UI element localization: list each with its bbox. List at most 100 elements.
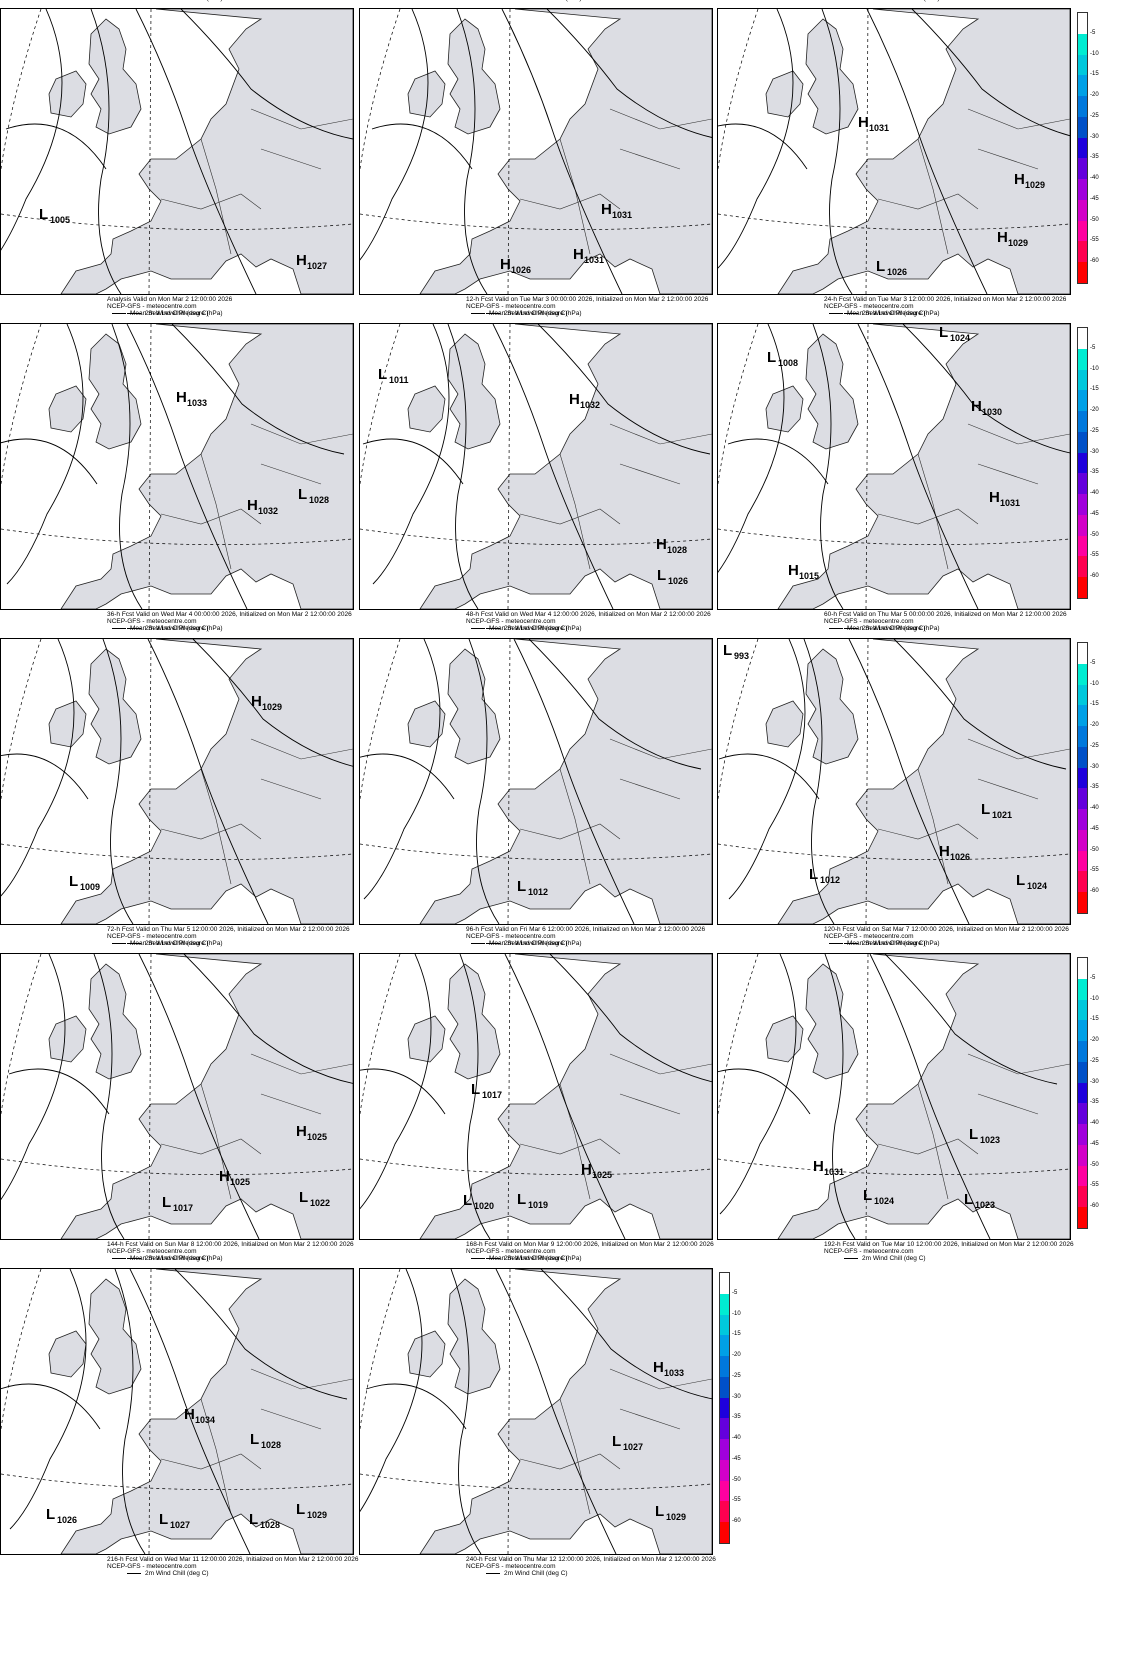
forecast-panel: Mean Sea Level Pressure (hPa) H 1033 L 1027 L… xyxy=(359,1255,741,1594)
panel-caption: 24-h Fcst Valid on Tue Mar 3 12:00:00 20… xyxy=(824,296,1066,317)
continent-land xyxy=(60,9,353,294)
country-borders xyxy=(519,1368,712,1515)
pressure-value: 1012 xyxy=(528,887,548,897)
high-pressure-label: H xyxy=(581,1161,592,1178)
low-pressure-label: L xyxy=(517,878,526,895)
weather-map: L 1012 xyxy=(359,638,713,925)
colorbar-tick: -25 xyxy=(1090,1057,1099,1064)
isobar-line xyxy=(857,324,979,609)
continent-land xyxy=(419,954,712,1239)
map-svg: L 1012 xyxy=(360,639,712,924)
legend-mslp: Mean Sea Level Pressure (hPa) xyxy=(112,625,223,632)
isobar-line xyxy=(468,639,500,924)
isobar-line xyxy=(501,9,623,294)
colorbar-swatch xyxy=(720,1501,729,1523)
low-pressure-label: L xyxy=(39,206,48,223)
colorbar-swatch xyxy=(1078,116,1087,138)
credit-text: NCEP-GFS - meteocentre.com xyxy=(466,1248,556,1255)
isobar-line xyxy=(821,9,853,294)
isobar-line xyxy=(129,1269,251,1554)
map-svg: H 1029 L 1009 xyxy=(1,639,353,924)
britain-land xyxy=(805,18,859,135)
low-pressure-label: L xyxy=(296,1501,305,1518)
isobar-line xyxy=(171,324,345,455)
colorbar-swatch xyxy=(1078,75,1087,97)
pressure-value: 1028 xyxy=(260,1520,280,1530)
low-pressure-label: L xyxy=(767,349,776,366)
high-pressure-label: H xyxy=(569,391,580,408)
continent-land xyxy=(419,324,712,609)
legend-mslp-text: Mean Sea Level Pressure (hPa) xyxy=(130,310,223,317)
credit-text: NCEP-GFS - meteocentre.com xyxy=(107,303,197,310)
pressure-value: 1015 xyxy=(799,571,819,581)
legend-mslp-text: Mean Sea Level Pressure (hPa) xyxy=(130,940,223,947)
ireland-land xyxy=(407,70,446,118)
low-pressure-label: L xyxy=(1016,872,1025,889)
colorbar-tick: -35 xyxy=(1090,154,1099,161)
country-borders xyxy=(877,108,1070,255)
high-pressure-label: H xyxy=(500,256,511,273)
pressure-value: 1026 xyxy=(668,576,688,586)
panel-legend: Mean Sea Level Pressure (hPa) xyxy=(0,310,372,335)
ireland-land xyxy=(48,1330,87,1378)
high-pressure-label: H xyxy=(1014,171,1025,188)
colorbar-swatch xyxy=(720,1335,729,1357)
colorbar-tick: -25 xyxy=(1090,427,1099,434)
colorbar-swatch xyxy=(1078,54,1087,76)
colorbar-swatch xyxy=(1078,1082,1087,1104)
isobar-line xyxy=(1,438,98,485)
ireland-land xyxy=(765,700,804,748)
colorbar-swatch xyxy=(1078,684,1087,706)
ireland-land xyxy=(407,1015,446,1063)
colorbar-swatch xyxy=(1078,96,1087,117)
colorbar-tick: -35 xyxy=(732,1414,741,1421)
credit-text: NCEP-GFS - meteocentre.com xyxy=(466,933,556,940)
colorbar-swatch xyxy=(1078,577,1087,598)
forecast-panel: Mean Sea Level Pressure (hPa)H1029L1009-… xyxy=(0,625,382,964)
high-pressure-label: H xyxy=(296,252,307,269)
colorbar-swatch xyxy=(1078,137,1087,159)
high-pressure-label: H xyxy=(296,1123,307,1140)
pressure-value: 1012 xyxy=(820,875,840,885)
colorbar-tick: -40 xyxy=(1090,1120,1099,1127)
isobar-line xyxy=(718,9,794,269)
high-pressure-label: H xyxy=(656,536,667,553)
grid-edge-line xyxy=(1,639,42,800)
pressure-value: 1026 xyxy=(950,852,970,862)
legend-mslp: Mean Sea Level Pressure (hPa) xyxy=(471,940,582,947)
isobar-line xyxy=(893,639,1067,770)
ireland-land xyxy=(765,70,804,118)
legend-mslp-text: Mean Sea Level Pressure (hPa) xyxy=(847,0,940,2)
legend-mslp: Mean Sea Level Pressure (hPa) xyxy=(471,310,582,317)
ireland-land xyxy=(48,70,87,118)
isobar-line xyxy=(447,324,479,609)
forecast-panel: Mean Sea Level Pressure (hPa) L 1008 L 1024 H… xyxy=(717,310,1099,649)
panel-legend: Mean Sea Level Pressure (hPa) xyxy=(359,625,731,650)
pressure-value: 1025 xyxy=(592,1170,612,1180)
isobar-line xyxy=(111,324,143,609)
high-pressure-label: H xyxy=(939,843,950,860)
colorbar-tick: -30 xyxy=(1090,448,1099,455)
valid-time-text: 216-h Fcst Valid on Wed Mar 11 12:00:00 … xyxy=(107,1556,359,1563)
panel-caption: 72-h Fcst Valid on Thu Mar 5 12:00:00 20… xyxy=(107,926,350,947)
forecast-panel: Mean Sea Level Pressure (hPa) L 993 L 1021 H 1… xyxy=(717,625,1099,964)
colorbar-tick: -60 xyxy=(1090,888,1099,895)
legend-mslp: Mean Sea Level Pressure (hPa) xyxy=(471,1255,582,1262)
legend-mslp-text: Mean Sea Level Pressure (hPa) xyxy=(489,940,582,947)
isobar-line xyxy=(902,324,1070,454)
colorbar-swatch xyxy=(1078,978,1087,1000)
isobar-line xyxy=(718,1068,811,1115)
credit-text: NCEP-GFS - meteocentre.com xyxy=(107,618,197,625)
colorbar-swatch xyxy=(720,1397,729,1419)
colorbar-swatch xyxy=(720,1439,729,1460)
colorbar-swatch xyxy=(720,1273,729,1294)
legend-mslp: Mean Sea Level Pressure (hPa) xyxy=(112,1255,223,1262)
legend-mslp: Mean Sea Level Pressure (hPa) xyxy=(829,310,940,317)
credit-text: NCEP-GFS - meteocentre.com xyxy=(824,303,914,310)
colorbar-swatch xyxy=(1078,663,1087,685)
forecast-panel: Mean Sea Level Pressure (hPa)H1031H1031H… xyxy=(359,0,741,334)
pressure-value: 1031 xyxy=(824,1167,844,1177)
weather-map: H 1034 L 1028 L 1026 L 1027 L 1028 L 1029 xyxy=(0,1268,354,1555)
pressure-value: 1024 xyxy=(874,1196,894,1206)
